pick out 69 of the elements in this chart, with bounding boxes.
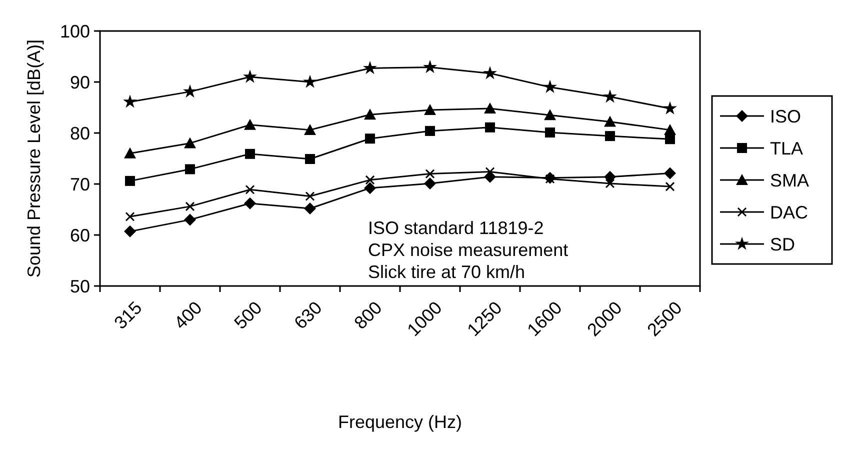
point: [123, 94, 137, 108]
point: [665, 182, 675, 192]
point: [485, 167, 495, 177]
point: [605, 178, 615, 188]
point: [305, 154, 315, 164]
y-tick-label: 80: [70, 123, 90, 144]
point: [664, 167, 676, 180]
point: [545, 174, 555, 184]
x-tick-label: 500: [230, 298, 266, 333]
point: [664, 124, 676, 135]
point: [185, 202, 195, 212]
point: [425, 169, 435, 179]
point: [363, 60, 377, 74]
point: [244, 197, 256, 210]
point: [243, 70, 257, 83]
y-tick-label: 70: [70, 174, 90, 194]
point: [245, 148, 255, 159]
point: [543, 80, 557, 94]
legend-label: DAC: [770, 202, 808, 222]
point: [245, 184, 255, 194]
point: [423, 60, 437, 74]
point: [304, 202, 316, 214]
point: [184, 137, 196, 148]
y-axis-title: Sound Pressure Level [dB(A)]: [24, 39, 44, 278]
y-tick-label: 50: [70, 276, 90, 296]
point: [364, 182, 376, 194]
point: [605, 131, 615, 142]
x-tick-label: 800: [350, 298, 386, 333]
point: [483, 66, 497, 80]
point: [305, 191, 315, 201]
point: [303, 74, 317, 88]
annotation: CPX noise measurement: [368, 240, 568, 260]
annotation: Slick tire at 70 km/h: [368, 262, 526, 282]
y-tick-label: 100: [60, 21, 90, 42]
y-tick-label: 60: [70, 225, 90, 246]
point: [424, 177, 436, 190]
point: [183, 84, 197, 98]
point: [425, 126, 435, 136]
point: [125, 212, 135, 222]
legend-label: SD: [770, 234, 796, 254]
point: [604, 170, 616, 183]
point: [124, 225, 136, 238]
point: [603, 89, 617, 103]
point: [185, 164, 195, 174]
point: [365, 175, 375, 185]
x-axis-title: Frequency (Hz): [338, 412, 462, 432]
legend-label: TLA: [770, 138, 804, 158]
x-tick-label: 630: [290, 298, 326, 333]
y-tick-label: 90: [70, 72, 90, 92]
point: [244, 118, 256, 130]
point: [364, 108, 376, 120]
point: [663, 101, 677, 114]
point: [604, 116, 616, 127]
legend-label: SMA: [770, 170, 810, 190]
point: [485, 122, 495, 132]
point: [424, 104, 436, 116]
point: [484, 102, 496, 114]
point: [304, 124, 316, 135]
point: [545, 127, 555, 138]
point: [544, 109, 556, 120]
point: [124, 147, 136, 158]
point: [184, 214, 196, 226]
point: [125, 176, 135, 186]
x-tick-label: 400: [170, 298, 206, 333]
point: [365, 134, 375, 144]
x-tick-label: 315: [110, 298, 146, 333]
legend-label: ISO: [770, 106, 802, 126]
point: [665, 134, 675, 144]
annotation: ISO standard 11819-2: [368, 218, 544, 238]
